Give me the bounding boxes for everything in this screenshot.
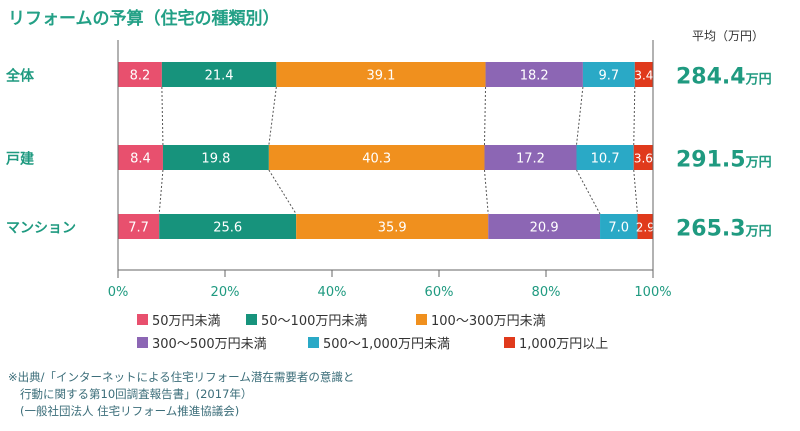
data-label: 7.7	[128, 221, 149, 236]
tick-label: 40%	[318, 285, 347, 300]
connector-lines	[158, 86, 638, 215]
bar-segment	[296, 214, 489, 239]
tick-label: 60%	[425, 285, 454, 300]
connector-line	[268, 169, 297, 215]
legend: 50万円未満 50〜100万円未満 100〜300万円未満 300〜500万円未満 50…	[137, 314, 608, 352]
average-values: 284.4万円 291.5万円 265.3万円 平均（万円）	[676, 29, 772, 242]
category-label: 戸建	[6, 151, 34, 168]
data-label: 7.0	[608, 221, 629, 236]
source-line-1: ※出典/「インターネットによる住宅リフォーム潜在需要者の意識と	[8, 370, 355, 384]
bar-segment	[268, 145, 485, 170]
bar-segment	[118, 214, 160, 239]
bar-segment	[276, 62, 486, 87]
bar-segment	[637, 214, 653, 239]
average-header: 平均（万円）	[692, 29, 764, 43]
connector-line	[575, 86, 584, 146]
bar-segment	[118, 62, 162, 87]
bar-segment	[161, 62, 277, 87]
data-label: 25.6	[213, 221, 242, 236]
tick-label: 100%	[634, 285, 671, 300]
connector-line	[633, 86, 636, 146]
average-value: 265.3万円	[676, 217, 772, 242]
bar-segment	[582, 62, 635, 87]
legend-swatch	[137, 337, 148, 348]
data-label: 3.4	[634, 69, 653, 83]
bar-segment	[484, 145, 577, 170]
tick-label: 20%	[211, 285, 240, 300]
legend-label: 1,000万円以上	[519, 337, 608, 352]
legend-label: 300〜500万円未満	[152, 337, 267, 352]
source-line-2: 行動に関する第10回調査報告書」(2017年）	[20, 387, 253, 401]
data-label: 39.1	[366, 69, 395, 84]
tick-label: 80%	[532, 285, 561, 300]
legend-swatch	[246, 314, 257, 325]
category-label: マンション	[6, 221, 76, 237]
bar-segment	[485, 62, 583, 87]
legend-label: 50〜100万円未満	[261, 314, 367, 329]
legend-swatch	[504, 337, 515, 348]
category-label: 全体	[5, 68, 35, 85]
average-value: 284.4万円	[676, 65, 772, 90]
data-label: 8.2	[130, 69, 151, 84]
source-note: ※出典/「インターネットによる住宅リフォーム潜在需要者の意識と 行動に関する第1…	[8, 369, 354, 420]
bar-segment	[159, 214, 297, 239]
connector-line	[158, 169, 164, 215]
average-value: 291.5万円	[676, 148, 772, 173]
bar-segment	[488, 214, 601, 239]
data-label: 10.7	[591, 152, 620, 167]
legend-label: 500〜1,000万円未満	[323, 337, 450, 352]
legend-swatch	[137, 314, 148, 325]
data-label: 21.4	[205, 69, 234, 84]
connector-line	[576, 169, 601, 215]
data-label: 40.3	[362, 152, 391, 167]
data-label: 9.7	[599, 69, 620, 84]
data-label: 3.6	[634, 152, 653, 166]
data-label: 8.4	[130, 152, 151, 167]
bar-segment	[118, 145, 163, 170]
data-label: 18.2	[520, 69, 549, 84]
connector-line	[161, 86, 164, 146]
connector-line	[483, 169, 489, 215]
connector-line	[633, 169, 638, 215]
tick-label: 0%	[108, 285, 129, 300]
connector-line	[483, 86, 487, 146]
chart-title: リフォームの予算（住宅の種類別）	[8, 9, 280, 29]
x-axis: 0% 20% 40% 60% 80% 100%	[108, 40, 672, 300]
data-label: 35.9	[378, 221, 407, 236]
bar-segment	[600, 214, 638, 239]
legend-label: 50万円未満	[152, 314, 221, 329]
legend-swatch	[416, 314, 427, 325]
source-line-3: (一般社団法人 住宅リフォーム推進協議会)	[20, 404, 240, 418]
data-label: 2.9	[636, 221, 655, 235]
connector-line	[268, 86, 277, 146]
bar-segment	[634, 62, 653, 87]
bar-segment	[162, 145, 269, 170]
data-label: 17.2	[516, 152, 545, 167]
legend-label: 100〜300万円未満	[431, 314, 546, 329]
legend-swatch	[308, 337, 319, 348]
bar-segment	[633, 145, 653, 170]
bar-segment	[576, 145, 634, 170]
bar-segments: 8.2 21.4 39.1 18.2 9.7 3.4 8.4 19.8 40.3 17.2 10.7…	[118, 62, 655, 239]
data-label: 20.9	[530, 221, 559, 236]
data-label: 19.8	[201, 152, 230, 167]
